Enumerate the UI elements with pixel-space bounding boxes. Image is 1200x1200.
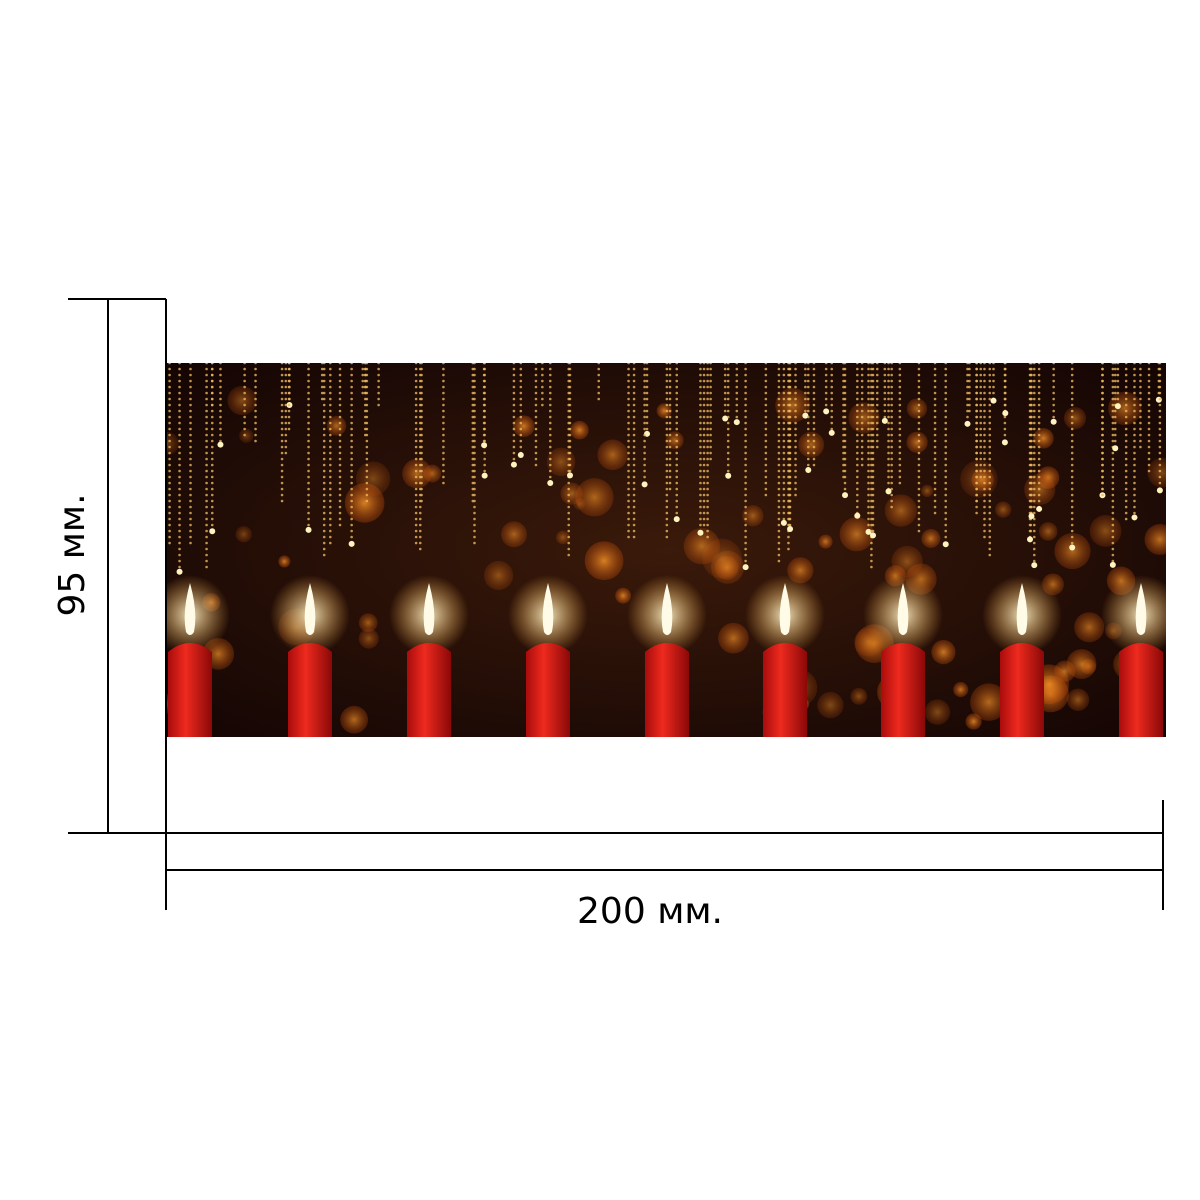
dimension-lines (68, 298, 1164, 910)
width-label: 200 мм. (577, 891, 723, 932)
product-image (166, 363, 1166, 737)
height-label: 95 мм. (52, 493, 93, 616)
